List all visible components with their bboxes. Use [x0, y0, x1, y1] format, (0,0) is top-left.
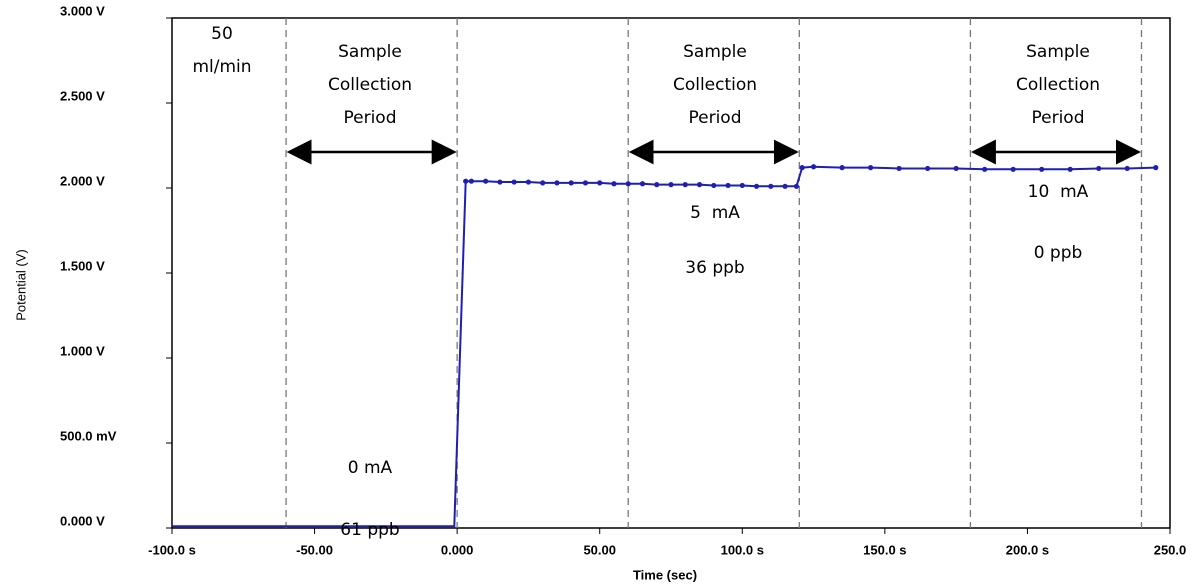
- annotation: 0 ppb: [1034, 243, 1083, 263]
- annotation: Sample: [683, 42, 747, 62]
- data-point: [468, 178, 474, 184]
- data-point: [582, 180, 589, 186]
- annotation: 61 ppb: [340, 520, 399, 540]
- data-point: [925, 165, 931, 172]
- annotation: 36 ppb: [685, 258, 744, 278]
- x-tick-label: 200.0 s: [1006, 542, 1049, 557]
- data-point: [625, 181, 631, 187]
- data-point: [1096, 165, 1102, 172]
- data-point: [753, 183, 760, 189]
- data-point: [511, 179, 517, 185]
- annotation: Period: [343, 108, 396, 128]
- data-point: [782, 183, 788, 189]
- x-tick-label: 100.0 s: [721, 542, 764, 557]
- data-point: [525, 179, 532, 185]
- data-point: [668, 182, 674, 188]
- data-point: [1067, 166, 1073, 172]
- data-point: [868, 165, 874, 171]
- y-axis-label: Potential (V): [13, 249, 28, 321]
- annotation: 10 mA: [1028, 182, 1089, 202]
- annotation: Sample: [338, 42, 402, 62]
- x-axis-label: Time (sec): [633, 567, 697, 582]
- y-tick-label: 1.500 V: [60, 258, 105, 273]
- data-point: [497, 179, 503, 185]
- y-tick-label: 0.000 V: [60, 513, 105, 528]
- y-tick-label: 1.000 V: [60, 343, 105, 358]
- data-point: [1039, 166, 1045, 172]
- x-tick-label: -100.0 s: [148, 542, 196, 557]
- x-tick-label: 0.000: [441, 542, 474, 557]
- annotation: 5 mA: [690, 203, 740, 223]
- data-point: [725, 182, 731, 189]
- x-tick-label: 150.0 s: [863, 542, 906, 557]
- annotation: Period: [1031, 108, 1084, 128]
- data-point: [654, 182, 660, 188]
- y-tick-label: 3.000 V: [60, 3, 105, 18]
- y-tick-label: 2.500 V: [60, 88, 105, 103]
- data-point: [768, 183, 774, 189]
- y-tick-label: 500.0 mV: [60, 428, 117, 443]
- data-point: [810, 164, 817, 170]
- annotation: Collection: [328, 75, 412, 95]
- annotation: 50: [211, 24, 233, 44]
- annotation: Sample: [1026, 42, 1090, 62]
- data-point: [953, 165, 959, 172]
- data-point: [611, 181, 617, 187]
- data-point: [639, 181, 646, 187]
- annotation: Collection: [1016, 75, 1100, 95]
- data-point: [739, 182, 745, 189]
- data-point: [540, 180, 546, 186]
- data-point: [711, 182, 717, 189]
- x-tick-label: 50.00: [583, 542, 616, 557]
- data-point: [1124, 165, 1130, 172]
- x-tick-label: -50.00: [296, 542, 333, 557]
- data-point: [896, 165, 902, 172]
- annotation: 0 mA: [348, 458, 393, 478]
- data-point: [799, 165, 805, 171]
- x-tick-label: 250.0: [1154, 542, 1187, 557]
- annotation: ml/min: [192, 57, 251, 77]
- data-point: [554, 180, 560, 186]
- data-point: [682, 182, 688, 188]
- series-line: [172, 165, 1156, 528]
- data-point: [839, 165, 845, 171]
- data-point: [1153, 165, 1159, 171]
- annotation: Period: [688, 108, 741, 128]
- data-point: [597, 180, 603, 186]
- data-point: [568, 180, 574, 186]
- data-point: [1010, 166, 1016, 172]
- data-point: [793, 183, 800, 189]
- data-point: [696, 182, 703, 188]
- data-point: [463, 178, 469, 184]
- annotation: Collection: [673, 75, 757, 95]
- data-point: [982, 166, 988, 172]
- y-tick-label: 2.000 V: [60, 173, 105, 188]
- data-point: [483, 178, 489, 184]
